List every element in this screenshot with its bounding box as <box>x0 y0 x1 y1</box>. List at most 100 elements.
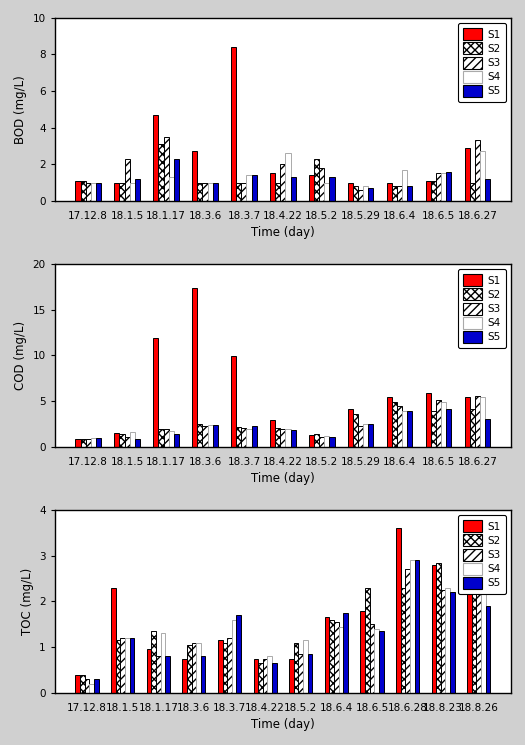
Bar <box>91 437 96 447</box>
Bar <box>290 177 296 201</box>
Bar <box>431 411 436 447</box>
Bar <box>353 186 358 201</box>
Bar <box>163 429 169 447</box>
Bar <box>151 631 156 693</box>
Bar <box>294 642 298 693</box>
Bar <box>218 640 223 693</box>
Bar <box>314 434 319 447</box>
Bar <box>163 137 169 201</box>
Bar <box>203 183 207 201</box>
Bar <box>280 164 286 201</box>
Bar <box>116 640 120 693</box>
Bar <box>280 429 286 447</box>
Bar <box>319 168 324 201</box>
Bar <box>80 674 85 693</box>
Bar <box>477 592 481 693</box>
Bar <box>86 183 91 201</box>
Bar <box>159 428 163 447</box>
Bar <box>165 656 170 693</box>
Bar <box>94 679 99 693</box>
Bar <box>397 186 402 201</box>
Y-axis label: TOC (mg/L): TOC (mg/L) <box>20 568 34 635</box>
Bar <box>392 402 397 447</box>
Bar <box>272 663 277 693</box>
Bar <box>436 174 442 201</box>
Bar <box>114 433 120 447</box>
Bar <box>407 186 413 201</box>
Bar <box>80 439 86 447</box>
Bar <box>365 588 370 693</box>
Bar <box>76 439 80 447</box>
Bar <box>156 656 161 693</box>
Bar <box>363 186 369 201</box>
Bar <box>446 588 450 693</box>
Bar <box>85 679 89 693</box>
Bar <box>275 183 280 201</box>
Bar <box>436 400 442 447</box>
Bar <box>329 620 334 693</box>
Bar <box>392 186 397 201</box>
Bar <box>475 396 480 447</box>
Bar <box>174 159 178 201</box>
Bar <box>308 654 312 693</box>
Bar <box>465 148 470 201</box>
Bar <box>196 642 201 693</box>
Bar <box>290 431 296 447</box>
Bar <box>135 439 140 447</box>
Bar <box>182 659 187 693</box>
Bar <box>387 183 392 201</box>
Bar <box>486 606 490 693</box>
Bar <box>379 631 384 693</box>
Bar <box>207 425 213 447</box>
Bar <box>76 674 80 693</box>
Bar <box>120 183 124 201</box>
Y-axis label: BOD (mg/L): BOD (mg/L) <box>14 75 27 144</box>
Bar <box>426 181 431 201</box>
Bar <box>426 393 431 447</box>
Bar <box>402 411 407 447</box>
Bar <box>130 183 135 201</box>
Bar <box>485 179 490 201</box>
Bar <box>135 179 140 201</box>
Bar <box>124 437 130 447</box>
Bar <box>353 414 358 447</box>
Bar <box>80 181 86 201</box>
Bar <box>289 659 294 693</box>
Bar <box>76 181 80 201</box>
Bar <box>415 560 419 693</box>
Bar <box>120 434 124 447</box>
Bar <box>481 592 486 693</box>
Bar <box>348 183 353 201</box>
Bar <box>236 183 242 201</box>
Bar <box>370 624 374 693</box>
Bar <box>192 151 197 201</box>
Bar <box>124 159 130 201</box>
Bar <box>431 181 436 201</box>
Bar <box>247 175 251 201</box>
Bar <box>169 431 174 447</box>
Bar <box>96 437 101 447</box>
Bar <box>263 659 267 693</box>
Bar <box>192 642 196 693</box>
Bar <box>319 437 324 447</box>
Bar <box>309 435 314 447</box>
Bar <box>450 592 455 693</box>
Legend: S1, S2, S3, S4, S5: S1, S2, S3, S4, S5 <box>458 23 506 102</box>
Bar <box>465 396 470 447</box>
Bar <box>153 115 159 201</box>
Bar <box>207 183 213 201</box>
Legend: S1, S2, S3, S4, S5: S1, S2, S3, S4, S5 <box>458 515 506 594</box>
Bar <box>358 426 363 447</box>
Bar <box>232 620 236 693</box>
Bar <box>227 638 232 693</box>
Bar <box>397 406 402 447</box>
Bar <box>187 645 192 693</box>
Bar <box>232 356 236 447</box>
Bar <box>130 432 135 447</box>
Bar <box>441 590 446 693</box>
X-axis label: Time (day): Time (day) <box>251 226 315 239</box>
Bar <box>153 338 159 447</box>
Bar <box>480 396 485 447</box>
Bar <box>86 439 91 447</box>
Bar <box>324 183 330 201</box>
